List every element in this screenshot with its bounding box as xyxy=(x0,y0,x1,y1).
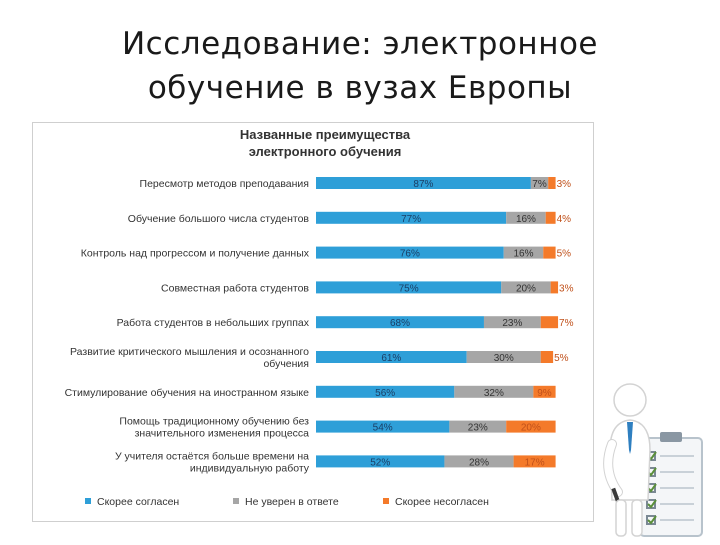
bar-segment xyxy=(449,420,507,433)
bar-segment xyxy=(444,455,514,468)
bar-segment xyxy=(483,316,541,329)
category-label: Стимулирование обучения на иностранном я… xyxy=(65,387,310,399)
legend-swatch xyxy=(383,498,389,504)
bar-segment xyxy=(540,351,554,363)
bar-segment xyxy=(506,420,556,433)
bar-segment xyxy=(543,246,556,259)
data-label: 56% xyxy=(375,388,395,399)
data-label: 52% xyxy=(370,457,390,468)
category-label: Развитие критического мышления и осознан… xyxy=(70,346,309,358)
bar-segment xyxy=(316,246,504,259)
data-label: 20% xyxy=(516,283,536,294)
data-label: 5% xyxy=(554,353,569,364)
data-label: 23% xyxy=(502,318,522,329)
data-label: 3% xyxy=(559,283,574,294)
category-label: Пересмотр методов преподавания xyxy=(140,178,309,190)
data-label: 9% xyxy=(537,388,552,399)
bar-segment xyxy=(454,385,534,398)
data-label: 16% xyxy=(516,214,536,225)
data-label: 30% xyxy=(494,353,514,364)
bar-segment xyxy=(466,351,541,363)
data-label: 87% xyxy=(413,179,433,190)
category-label: Совместная работа студентов xyxy=(161,282,309,294)
bar-segment xyxy=(501,281,551,294)
legend-label: Не уверен в ответе xyxy=(245,496,339,508)
bar-segment xyxy=(506,211,546,224)
category-label: Работа студентов в небольших группах xyxy=(117,317,310,329)
data-label: 7% xyxy=(532,179,547,190)
legend-label: Скорее несогласен xyxy=(395,496,489,508)
category-label: Помощь традиционному обучению без xyxy=(119,416,309,428)
legend-label: Скорее согласен xyxy=(97,496,179,508)
category-label: обучения xyxy=(263,358,309,370)
category-label: индивидуальную работу xyxy=(190,462,310,474)
bar-segment xyxy=(316,281,502,294)
data-label: 7% xyxy=(559,318,574,329)
data-label: 28% xyxy=(469,457,489,468)
bar-segment xyxy=(316,385,455,398)
data-label: 17% xyxy=(525,457,545,468)
chart-frame: Названные преимущества электронного обуче… xyxy=(32,122,594,522)
data-label: 16% xyxy=(513,249,533,260)
person-with-checklist-icon xyxy=(600,380,710,540)
bar-segment xyxy=(316,211,507,224)
category-label: Обучение большого числа студентов xyxy=(128,213,310,225)
data-label: 76% xyxy=(400,249,420,260)
bar-segment xyxy=(316,455,445,468)
data-label: 5% xyxy=(557,249,572,260)
bar-segment xyxy=(550,281,559,294)
legend-swatch xyxy=(233,498,239,504)
bar-segment xyxy=(533,385,556,398)
chart-title-line: электронного обучения xyxy=(249,144,402,159)
chart-title-line: Названные преимущества xyxy=(240,127,411,142)
bar-segment xyxy=(316,177,531,189)
data-label: 20% xyxy=(521,423,541,434)
stacked-bar-chart: Названные преимущества электронного обуче… xyxy=(65,127,574,508)
bar-segment xyxy=(545,211,556,224)
bar-segment xyxy=(316,351,467,363)
bar-segment xyxy=(513,455,556,468)
category-label: У учителя остаётся больше времени на xyxy=(115,450,309,462)
data-label: 23% xyxy=(468,423,488,434)
bar-segment xyxy=(503,246,544,259)
data-label: 4% xyxy=(557,214,572,225)
slide-title: Исследование: электронное обучение в вуз… xyxy=(121,26,599,106)
bar-segment xyxy=(530,177,549,189)
bar-segment xyxy=(540,316,559,329)
data-label: 77% xyxy=(401,214,421,225)
category-label: Контроль над прогрессом и получение данн… xyxy=(81,248,310,260)
bar-segment xyxy=(316,316,484,329)
legend-swatch xyxy=(85,498,91,504)
category-label: значительного изменения процесса xyxy=(135,428,310,440)
data-label: 61% xyxy=(381,353,401,364)
data-label: 68% xyxy=(390,318,410,329)
data-label: 54% xyxy=(373,423,393,434)
data-label: 32% xyxy=(484,388,504,399)
data-label: 75% xyxy=(399,283,419,294)
data-label: 3% xyxy=(557,179,572,190)
bar-segment xyxy=(548,177,556,189)
bar-segment xyxy=(316,420,450,433)
